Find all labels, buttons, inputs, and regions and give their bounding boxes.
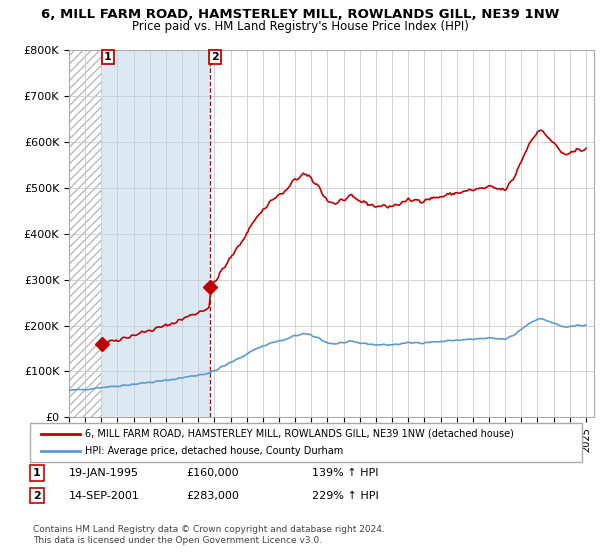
- Text: £283,000: £283,000: [186, 491, 239, 501]
- FancyBboxPatch shape: [30, 423, 582, 462]
- Bar: [209, 50, 594, 417]
- Text: £160,000: £160,000: [186, 468, 239, 478]
- Text: Contains HM Land Registry data © Crown copyright and database right 2024.
This d: Contains HM Land Registry data © Crown c…: [33, 525, 385, 545]
- Text: 2: 2: [33, 491, 41, 501]
- Text: HPI: Average price, detached house, County Durham: HPI: Average price, detached house, Coun…: [85, 446, 343, 456]
- Text: 139% ↑ HPI: 139% ↑ HPI: [312, 468, 379, 478]
- Text: 1: 1: [33, 468, 41, 478]
- Bar: [102, 50, 209, 417]
- Text: 229% ↑ HPI: 229% ↑ HPI: [312, 491, 379, 501]
- Bar: [69, 50, 102, 417]
- Text: 6, MILL FARM ROAD, HAMSTERLEY MILL, ROWLANDS GILL, NE39 1NW (detached house): 6, MILL FARM ROAD, HAMSTERLEY MILL, ROWL…: [85, 429, 514, 439]
- Text: Price paid vs. HM Land Registry's House Price Index (HPI): Price paid vs. HM Land Registry's House …: [131, 20, 469, 32]
- Text: 19-JAN-1995: 19-JAN-1995: [69, 468, 139, 478]
- Text: 6, MILL FARM ROAD, HAMSTERLEY MILL, ROWLANDS GILL, NE39 1NW: 6, MILL FARM ROAD, HAMSTERLEY MILL, ROWL…: [41, 8, 559, 21]
- Text: 2: 2: [211, 52, 219, 62]
- Text: 14-SEP-2001: 14-SEP-2001: [69, 491, 140, 501]
- Text: 1: 1: [104, 52, 112, 62]
